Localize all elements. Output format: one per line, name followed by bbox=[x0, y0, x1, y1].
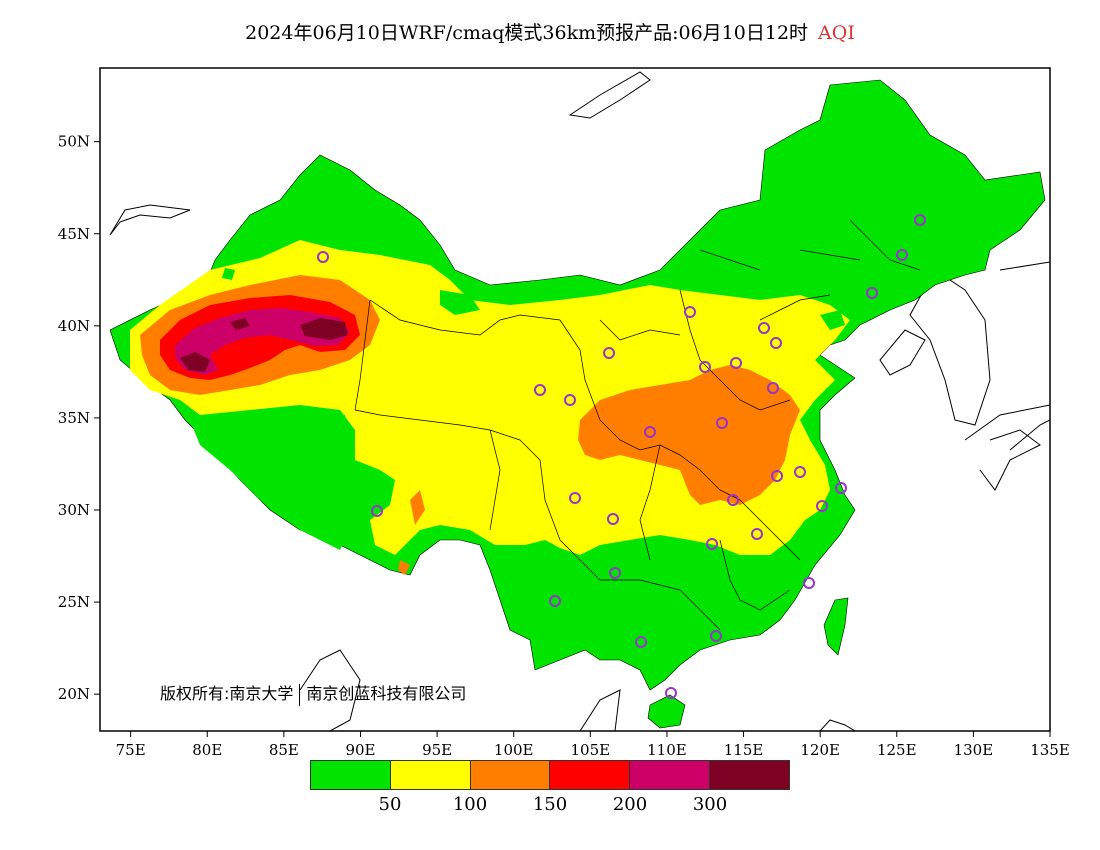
copyright-text: 版权所有:南京大学 bbox=[160, 684, 294, 703]
lon-label: 130E bbox=[954, 741, 994, 759]
lon-label: 100E bbox=[494, 741, 534, 759]
lon-label: 75E bbox=[116, 741, 146, 759]
lon-label: 85E bbox=[269, 741, 299, 759]
lon-label: 110E bbox=[647, 741, 687, 759]
legend-tick-label: 200 bbox=[612, 794, 648, 815]
legend-bin bbox=[390, 761, 471, 789]
legend-tick-label: 150 bbox=[532, 794, 568, 815]
lon-label: 115E bbox=[724, 741, 764, 759]
aqi-fill-layers bbox=[109, 79, 1046, 729]
aqi-area-hazardous bbox=[300, 318, 348, 340]
copyright-notice: 版权所有:南京大学 南京创蓝科技有限公司 bbox=[160, 680, 466, 706]
map-title: 2024年06月10日WRF/cmaq模式36km预报产品:06月10日12时 A… bbox=[0, 18, 1100, 45]
title-variable: AQI bbox=[818, 22, 855, 44]
lon-label: 135E bbox=[1030, 741, 1070, 759]
lat-label: 50N bbox=[58, 133, 90, 151]
lat-label: 35N bbox=[58, 409, 90, 427]
latitude-axis: 50N 45N 40N 35N 30N 25N 20N bbox=[58, 133, 100, 703]
station-markers bbox=[317, 214, 926, 699]
aqi-color-legend bbox=[310, 760, 790, 790]
legend-tick-label: 100 bbox=[452, 794, 488, 815]
neighbour-coastlines bbox=[109, 71, 1050, 731]
aqi-area-usg-central bbox=[578, 365, 800, 505]
lat-label: 20N bbox=[58, 685, 90, 703]
legend-tick-label: 50 bbox=[378, 794, 402, 815]
lat-label: 45N bbox=[58, 225, 90, 243]
lat-label: 25N bbox=[58, 593, 90, 611]
copyright-company: 南京创蓝科技有限公司 bbox=[306, 684, 467, 703]
legend-bin bbox=[630, 761, 711, 789]
longitude-axis: 75E 80E 85E 90E 95E 100E 105E 110E 115E 120E 125E 1… bbox=[116, 731, 1070, 759]
legend-tick-label: 300 bbox=[692, 794, 728, 815]
legend-bin bbox=[710, 761, 789, 789]
lat-label: 30N bbox=[58, 501, 90, 519]
province-borders bbox=[354, 219, 921, 631]
lon-label: 80E bbox=[192, 741, 222, 759]
lon-label: 120E bbox=[800, 741, 840, 759]
taiwan bbox=[823, 597, 849, 656]
map-frame bbox=[99, 67, 1051, 732]
lon-label: 95E bbox=[422, 741, 452, 759]
title-main: 2024年06月10日WRF/cmaq模式36km预报产品:06月10日12时 bbox=[245, 22, 809, 44]
lat-label: 40N bbox=[58, 317, 90, 335]
legend-bin bbox=[470, 761, 551, 789]
lon-label: 125E bbox=[877, 741, 917, 759]
legend-bin bbox=[311, 761, 391, 789]
legend-bin bbox=[550, 761, 631, 789]
copyright-separator bbox=[299, 683, 301, 706]
lon-label: 105E bbox=[571, 741, 611, 759]
hainan bbox=[647, 694, 686, 729]
lon-label: 90E bbox=[345, 741, 375, 759]
